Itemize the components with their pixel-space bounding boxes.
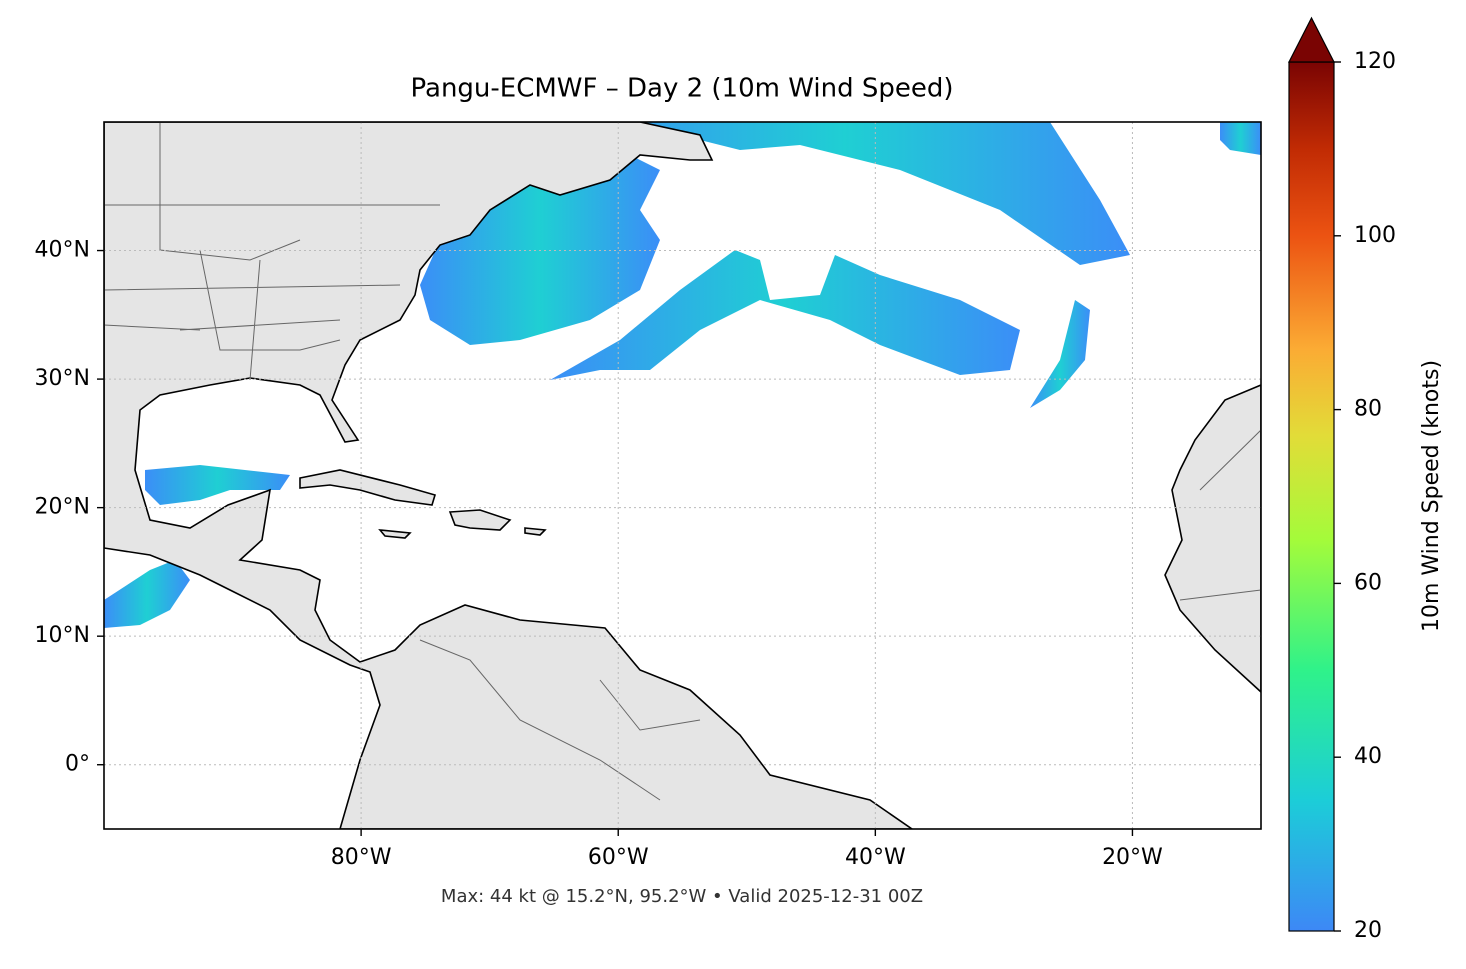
y-tick-label: 20°N <box>35 495 90 520</box>
y-tick-label: 10°N <box>35 623 90 648</box>
x-tick-label: 40°W <box>845 845 906 870</box>
y-tick-label: 30°N <box>35 366 90 391</box>
map-frame <box>103 121 1262 830</box>
x-tick-label: 60°W <box>588 845 649 870</box>
x-tick-label: 80°W <box>331 845 392 870</box>
colorbar-label: 10m Wind Speed (knots) <box>1419 360 1444 632</box>
footer-note: Max: 44 kt @ 15.2°N, 95.2°W • Valid 2025… <box>441 886 923 907</box>
map-area <box>104 122 1261 829</box>
y-tick-label: 40°N <box>35 238 90 263</box>
colorbar-tick-label: 20 <box>1354 918 1382 943</box>
colorbar-tick-label: 100 <box>1354 223 1396 248</box>
colorbar-tick-label: 40 <box>1354 744 1382 769</box>
wind-field <box>104 122 1261 628</box>
colorbar <box>1288 61 1335 932</box>
colorbar-extend <box>1288 16 1335 63</box>
land <box>104 122 1261 829</box>
colorbar-tick-label: 120 <box>1354 49 1396 74</box>
colorbar-tick-label: 80 <box>1354 397 1382 422</box>
map-title: Pangu-ECMWF – Day 2 (10m Wind Speed) <box>411 74 954 104</box>
y-tick-label: 0° <box>65 752 90 777</box>
x-tick-label: 20°W <box>1102 845 1163 870</box>
colorbar-tick-label: 60 <box>1354 570 1382 595</box>
